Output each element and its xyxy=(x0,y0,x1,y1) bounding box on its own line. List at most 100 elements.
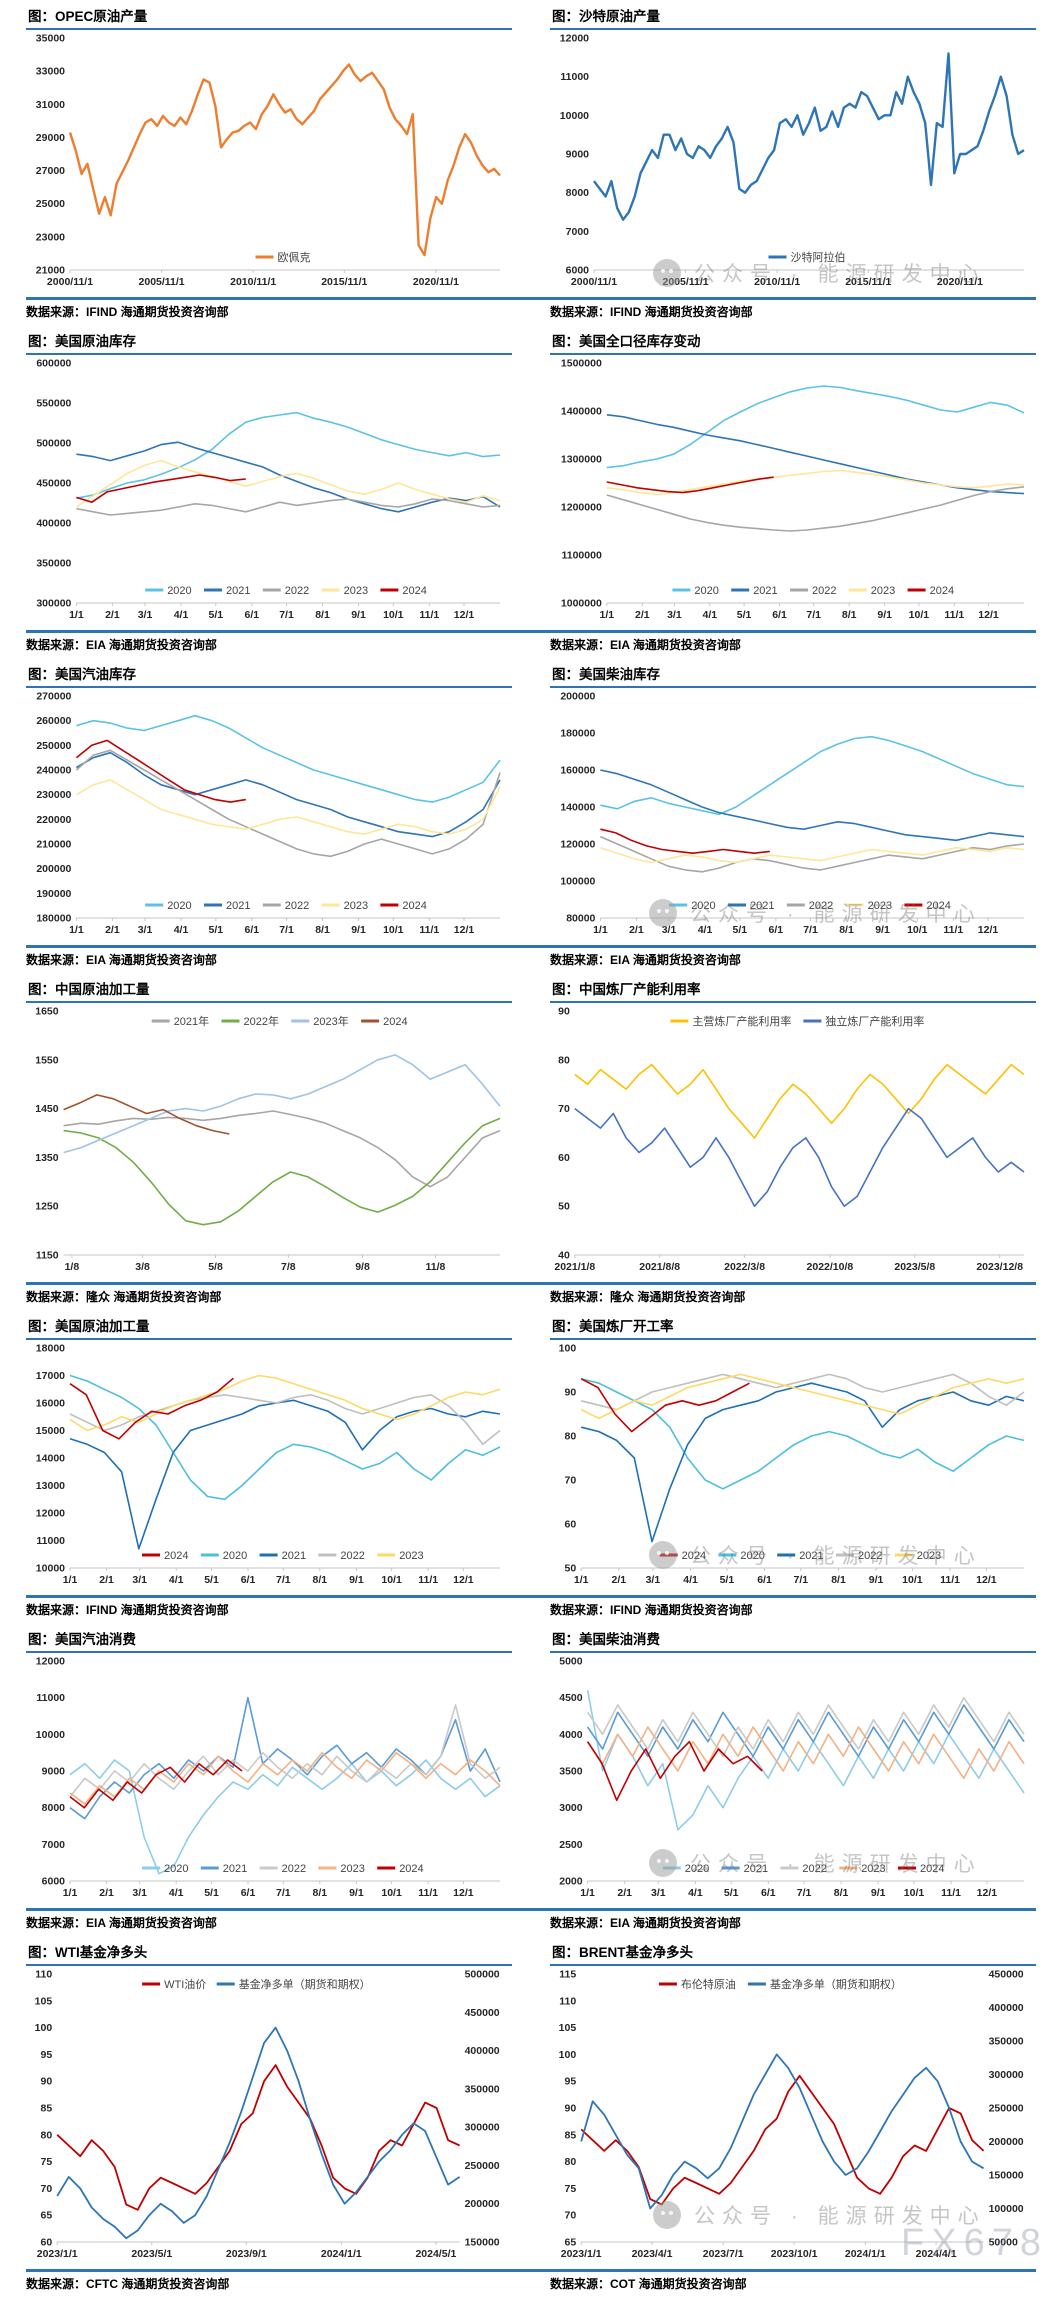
svg-text:150000: 150000 xyxy=(989,2170,1024,2182)
svg-text:2022: 2022 xyxy=(282,1863,306,1875)
svg-text:150000: 150000 xyxy=(465,2237,500,2249)
line-chart: 21000 23000 25000 27000 29000 31000 33000 35000… xyxy=(26,30,512,295)
svg-text:27000: 27000 xyxy=(36,165,65,177)
svg-text:6/1: 6/1 xyxy=(241,1887,256,1899)
svg-text:9/1: 9/1 xyxy=(349,1887,364,1899)
svg-text:2022: 2022 xyxy=(812,585,836,597)
svg-text:11/1: 11/1 xyxy=(944,609,964,621)
svg-text:12000: 12000 xyxy=(36,1656,65,1668)
svg-text:2020: 2020 xyxy=(223,1550,247,1562)
svg-text:1/1: 1/1 xyxy=(69,924,84,936)
svg-text:18000: 18000 xyxy=(36,1343,65,1355)
svg-text:2015/11/1: 2015/11/1 xyxy=(845,276,891,288)
row-divider xyxy=(26,2269,1036,2272)
svg-text:8/1: 8/1 xyxy=(834,1887,849,1899)
chart-title: 图：WTI基金净多头 xyxy=(26,1943,512,1966)
svg-text:105: 105 xyxy=(35,1995,53,2007)
svg-text:9000: 9000 xyxy=(566,149,590,161)
svg-text:10000: 10000 xyxy=(36,1729,65,1741)
svg-text:250000: 250000 xyxy=(989,2103,1024,2115)
svg-text:600000: 600000 xyxy=(36,358,71,370)
chart-row-3: 图：美国汽油库存 180000 190000 200000 210000 220000 2… xyxy=(0,662,1062,977)
svg-text:10/1: 10/1 xyxy=(902,1574,923,1586)
svg-text:2022: 2022 xyxy=(285,585,309,597)
svg-text:2020: 2020 xyxy=(691,900,715,912)
svg-text:23000: 23000 xyxy=(36,231,65,243)
svg-text:1/1: 1/1 xyxy=(63,1887,78,1899)
svg-text:8/1: 8/1 xyxy=(315,609,330,621)
svg-text:2023年: 2023年 xyxy=(313,1014,348,1028)
svg-text:11000: 11000 xyxy=(36,1692,65,1704)
svg-text:300000: 300000 xyxy=(36,598,71,610)
svg-text:2010/11/1: 2010/11/1 xyxy=(230,276,276,288)
svg-text:2021: 2021 xyxy=(226,585,250,597)
svg-text:210000: 210000 xyxy=(36,839,71,851)
svg-text:9/1: 9/1 xyxy=(351,924,366,936)
svg-text:2024: 2024 xyxy=(920,1863,944,1875)
svg-text:300000: 300000 xyxy=(989,2069,1024,2081)
svg-text:50: 50 xyxy=(558,1201,570,1213)
svg-text:10/1: 10/1 xyxy=(381,1574,402,1586)
chart-title: 图：美国汽油消费 xyxy=(26,1630,512,1653)
chart-row-5: 图：美国原油加工量 10000 11000 12000 13000 14000 15000… xyxy=(0,1314,1062,1627)
svg-text:13000: 13000 xyxy=(36,1480,65,1492)
data-source: 数据来源：EIA 海通期货投资咨询部 xyxy=(26,1916,217,1930)
svg-text:基金净多单（期货和期权）: 基金净多单（期货和期权） xyxy=(239,1977,371,1991)
svg-text:2021/1/8: 2021/1/8 xyxy=(554,1261,595,1273)
svg-text:2023: 2023 xyxy=(917,1550,941,1562)
svg-text:12000: 12000 xyxy=(36,1508,65,1520)
svg-text:95: 95 xyxy=(565,2076,577,2088)
chart-row-2: 图：美国原油库存 300000 350000 400000 450000 500000 5… xyxy=(0,329,1062,662)
svg-text:2023: 2023 xyxy=(399,1550,423,1562)
svg-text:95: 95 xyxy=(41,2049,53,2061)
svg-text:7/1: 7/1 xyxy=(797,1887,812,1899)
svg-text:4/1: 4/1 xyxy=(174,924,189,936)
svg-text:29000: 29000 xyxy=(36,132,65,144)
chart-row-4: 图：中国原油加工量 1150 1250 1350 1450 1550 1650 1/8 3/8… xyxy=(0,977,1062,1314)
svg-text:2022: 2022 xyxy=(809,900,833,912)
svg-text:160000: 160000 xyxy=(560,765,595,777)
svg-text:2020: 2020 xyxy=(167,585,191,597)
data-source: 数据来源：隆众 海通期货投资咨询部 xyxy=(26,1290,222,1304)
svg-text:8/1: 8/1 xyxy=(315,924,330,936)
svg-text:2024: 2024 xyxy=(399,1863,423,1875)
svg-text:1150: 1150 xyxy=(36,1250,59,1262)
svg-text:2020: 2020 xyxy=(167,900,191,912)
svg-text:80: 80 xyxy=(565,1431,577,1443)
svg-text:2024: 2024 xyxy=(402,900,426,912)
line-chart: 6000 7000 8000 9000 10000 11000 12000 1/1 2/1 3/1… xyxy=(26,1653,512,1906)
svg-text:2022: 2022 xyxy=(285,900,309,912)
svg-text:4/1: 4/1 xyxy=(688,1887,703,1899)
svg-text:2021/8/8: 2021/8/8 xyxy=(639,1261,680,1273)
svg-text:50000: 50000 xyxy=(989,2237,1018,2249)
panel-us-diesel-inventory: 图：美国柴油库存 80000 100000 120000 140000 160000 18… xyxy=(550,662,1036,943)
svg-text:3/1: 3/1 xyxy=(138,609,153,621)
svg-text:450000: 450000 xyxy=(465,2007,500,2019)
row-divider xyxy=(26,1595,1036,1598)
svg-text:7/1: 7/1 xyxy=(279,924,294,936)
svg-text:2024/5/1: 2024/5/1 xyxy=(415,2248,456,2260)
chart-title: 图：美国全口径库存变动 xyxy=(550,332,1036,355)
svg-text:6/1: 6/1 xyxy=(761,1887,776,1899)
svg-text:1350: 1350 xyxy=(35,1152,59,1164)
row-divider xyxy=(26,297,1036,300)
svg-text:12/1: 12/1 xyxy=(978,609,999,621)
svg-text:2021: 2021 xyxy=(799,1550,823,1562)
svg-text:17000: 17000 xyxy=(36,1370,65,1382)
data-source: 数据来源：EIA 海通期货投资咨询部 xyxy=(550,953,741,967)
svg-text:2023/5/1: 2023/5/1 xyxy=(131,2248,172,2260)
panel-us-crude-processing: 图：美国原油加工量 10000 11000 12000 13000 14000 15000… xyxy=(26,1314,512,1593)
svg-text:10/1: 10/1 xyxy=(383,609,404,621)
svg-text:21000: 21000 xyxy=(36,265,65,277)
svg-text:5000: 5000 xyxy=(559,1656,583,1668)
panel-us-gasoline-consumption: 图：美国汽油消费 6000 7000 8000 9000 10000 11000 12000… xyxy=(26,1627,512,1906)
svg-text:2021: 2021 xyxy=(223,1863,247,1875)
svg-text:2023/10/1: 2023/10/1 xyxy=(771,2248,818,2260)
svg-text:7/1: 7/1 xyxy=(276,1574,291,1586)
svg-text:3/1: 3/1 xyxy=(667,609,682,621)
svg-text:12/1: 12/1 xyxy=(977,1887,998,1899)
svg-text:2/1: 2/1 xyxy=(635,609,650,621)
svg-text:2000: 2000 xyxy=(559,1876,583,1888)
svg-text:400000: 400000 xyxy=(465,2045,500,2057)
svg-text:40: 40 xyxy=(558,1250,570,1262)
